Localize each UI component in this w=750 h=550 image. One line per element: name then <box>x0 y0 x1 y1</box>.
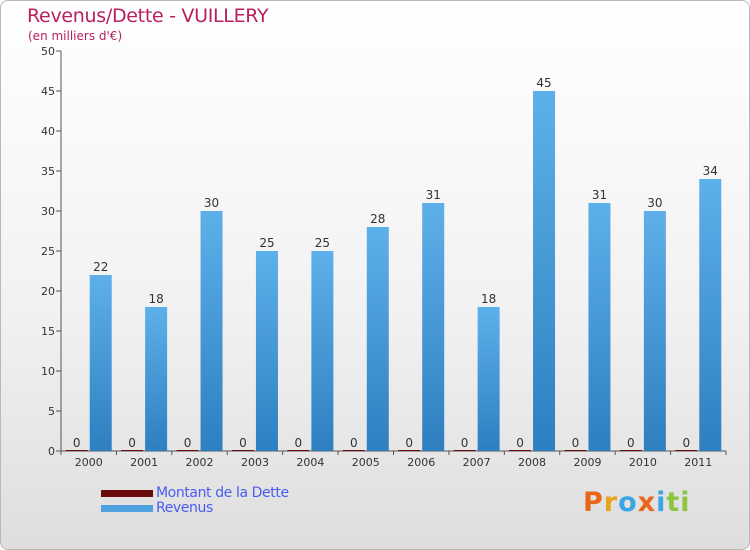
logo-letter: t <box>666 487 681 518</box>
y-tick-label: 40 <box>41 125 55 138</box>
data-label-dette: 0 <box>405 436 413 450</box>
bar-revenus <box>89 275 112 451</box>
proxiti-logo: Proxiti <box>583 487 691 518</box>
data-label-dette: 0 <box>627 436 635 450</box>
y-tick-label: 20 <box>41 285 55 298</box>
y-tick-label: 35 <box>41 165 55 178</box>
data-label-dette: 0 <box>239 436 247 450</box>
data-label-revenus: 30 <box>647 196 662 210</box>
bar-montant-de-la-dette <box>453 450 476 451</box>
y-tick-label: 50 <box>41 45 55 58</box>
legend-swatch-revenus <box>101 505 153 512</box>
bar-montant-de-la-dette <box>564 450 587 451</box>
x-tick-label: 2011 <box>684 456 712 469</box>
bar-revenus <box>588 203 611 451</box>
bar-revenus <box>533 91 556 451</box>
data-label-dette: 0 <box>184 436 192 450</box>
data-label-dette: 0 <box>682 436 690 450</box>
bar-revenus <box>366 227 389 451</box>
bar-revenus <box>477 307 500 451</box>
x-tick-label: 2005 <box>352 456 380 469</box>
data-label-dette: 0 <box>73 436 81 450</box>
data-label-revenus: 25 <box>259 236 274 250</box>
chart-title: Revenus/Dette - VUILLERY <box>27 5 269 27</box>
logo-letter: r <box>603 487 619 518</box>
y-tick-label: 5 <box>48 405 55 418</box>
legend-label-dette: Montant de la Dette <box>156 485 289 501</box>
y-tick-label: 25 <box>41 245 55 258</box>
bar-revenus <box>699 179 722 451</box>
logo-letter: i <box>680 487 691 518</box>
y-tick-label: 0 <box>48 445 55 458</box>
y-tick-label: 10 <box>41 365 55 378</box>
y-tick-label: 15 <box>41 325 55 338</box>
legend-swatch-dette <box>101 490 153 497</box>
legend-label-revenus: Revenus <box>156 500 213 516</box>
data-label-dette: 0 <box>350 436 358 450</box>
bar-montant-de-la-dette <box>619 450 642 451</box>
bar-montant-de-la-dette <box>176 450 199 451</box>
x-tick-label: 2004 <box>296 456 324 469</box>
bar-montant-de-la-dette <box>675 450 698 451</box>
x-tick-label: 2007 <box>463 456 491 469</box>
y-tick-label: 30 <box>41 205 55 218</box>
data-label-revenus: 45 <box>536 76 551 90</box>
x-tick-label: 2008 <box>518 456 546 469</box>
x-tick-label: 2001 <box>130 456 158 469</box>
data-label-revenus: 25 <box>315 236 330 250</box>
data-label-dette: 0 <box>572 436 580 450</box>
data-label-revenus: 31 <box>426 188 441 202</box>
data-label-revenus: 18 <box>481 292 496 306</box>
bar-revenus <box>422 203 445 451</box>
bar-revenus <box>255 251 278 451</box>
y-tick-label: 45 <box>41 85 55 98</box>
x-tick-label: 2002 <box>186 456 214 469</box>
bar-montant-de-la-dette <box>121 450 144 451</box>
bar-revenus <box>643 211 666 451</box>
data-label-revenus: 34 <box>703 164 718 178</box>
bar-revenus <box>311 251 334 451</box>
x-tick-label: 2010 <box>629 456 657 469</box>
bar-montant-de-la-dette <box>231 450 254 451</box>
data-label-revenus: 31 <box>592 188 607 202</box>
bar-montant-de-la-dette <box>509 450 532 451</box>
chart-subtitle: (en milliers d'€) <box>28 29 123 43</box>
data-label-revenus: 30 <box>204 196 219 210</box>
bar-revenus <box>200 211 223 451</box>
logo-letter: x <box>637 487 657 518</box>
data-label-dette: 0 <box>295 436 303 450</box>
data-label-dette: 0 <box>516 436 524 450</box>
bar-montant-de-la-dette <box>65 450 88 451</box>
data-label-dette: 0 <box>128 436 136 450</box>
x-tick-label: 2009 <box>573 456 601 469</box>
data-label-revenus: 18 <box>148 292 163 306</box>
x-tick-label: 2006 <box>407 456 435 469</box>
bar-revenus <box>145 307 168 451</box>
bar-montant-de-la-dette <box>287 450 310 451</box>
logo-letter: o <box>618 487 638 518</box>
logo-letter: P <box>583 487 604 518</box>
x-tick-label: 2003 <box>241 456 269 469</box>
bar-montant-de-la-dette <box>342 450 365 451</box>
logo-letter: i <box>656 487 667 518</box>
data-label-dette: 0 <box>461 436 469 450</box>
data-label-revenus: 22 <box>93 260 108 274</box>
data-label-revenus: 28 <box>370 212 385 226</box>
bar-montant-de-la-dette <box>398 450 421 451</box>
x-tick-label: 2000 <box>75 456 103 469</box>
